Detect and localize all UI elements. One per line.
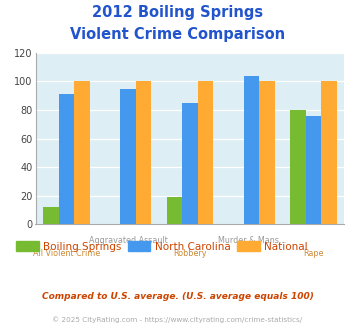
Bar bbox=[136, 82, 151, 224]
Bar bbox=[74, 82, 89, 224]
Text: Murder & Mans...: Murder & Mans... bbox=[218, 236, 286, 245]
Text: 2012 Boiling Springs: 2012 Boiling Springs bbox=[92, 5, 263, 20]
Text: © 2025 CityRating.com - https://www.cityrating.com/crime-statistics/: © 2025 CityRating.com - https://www.city… bbox=[53, 317, 302, 323]
Bar bbox=[260, 82, 275, 224]
Text: All Violent Crime: All Violent Crime bbox=[33, 249, 100, 258]
Text: Aggravated Assault: Aggravated Assault bbox=[89, 236, 168, 245]
Bar bbox=[120, 88, 136, 224]
Text: Compared to U.S. average. (U.S. average equals 100): Compared to U.S. average. (U.S. average … bbox=[42, 292, 313, 301]
Text: Rape: Rape bbox=[303, 249, 324, 258]
Bar bbox=[182, 103, 198, 224]
Bar bbox=[244, 76, 260, 224]
Bar bbox=[43, 207, 59, 224]
Legend: Boiling Springs, North Carolina, National: Boiling Springs, North Carolina, Nationa… bbox=[16, 241, 307, 252]
Bar bbox=[321, 82, 337, 224]
Bar bbox=[167, 197, 182, 224]
Bar bbox=[290, 110, 306, 224]
Bar bbox=[306, 116, 321, 224]
Bar bbox=[198, 82, 213, 224]
Text: Robbery: Robbery bbox=[173, 249, 207, 258]
Bar bbox=[59, 94, 74, 224]
Text: Violent Crime Comparison: Violent Crime Comparison bbox=[70, 27, 285, 42]
